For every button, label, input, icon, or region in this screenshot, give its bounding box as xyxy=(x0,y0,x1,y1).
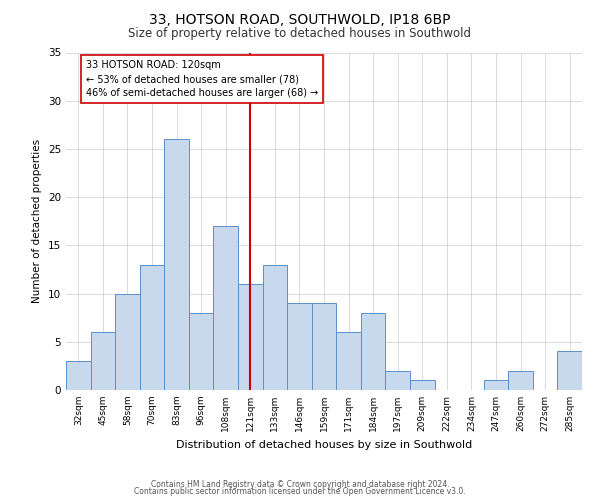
Bar xyxy=(557,352,582,390)
Text: Contains HM Land Registry data © Crown copyright and database right 2024.: Contains HM Land Registry data © Crown c… xyxy=(151,480,449,489)
Bar xyxy=(385,370,410,390)
Bar xyxy=(312,303,336,390)
X-axis label: Distribution of detached houses by size in Southwold: Distribution of detached houses by size … xyxy=(176,440,472,450)
Bar xyxy=(189,313,214,390)
Bar xyxy=(115,294,140,390)
Text: 33, HOTSON ROAD, SOUTHWOLD, IP18 6BP: 33, HOTSON ROAD, SOUTHWOLD, IP18 6BP xyxy=(149,12,451,26)
Bar xyxy=(214,226,238,390)
Bar xyxy=(238,284,263,390)
Bar xyxy=(336,332,361,390)
Text: 33 HOTSON ROAD: 120sqm
← 53% of detached houses are smaller (78)
46% of semi-det: 33 HOTSON ROAD: 120sqm ← 53% of detached… xyxy=(86,60,318,98)
Bar xyxy=(287,303,312,390)
Bar xyxy=(410,380,434,390)
Bar xyxy=(164,140,189,390)
Bar xyxy=(484,380,508,390)
Text: Size of property relative to detached houses in Southwold: Size of property relative to detached ho… xyxy=(128,28,472,40)
Bar xyxy=(508,370,533,390)
Y-axis label: Number of detached properties: Number of detached properties xyxy=(32,139,43,304)
Bar xyxy=(66,361,91,390)
Text: Contains public sector information licensed under the Open Government Licence v3: Contains public sector information licen… xyxy=(134,487,466,496)
Bar xyxy=(140,264,164,390)
Bar xyxy=(263,264,287,390)
Bar xyxy=(361,313,385,390)
Bar xyxy=(91,332,115,390)
